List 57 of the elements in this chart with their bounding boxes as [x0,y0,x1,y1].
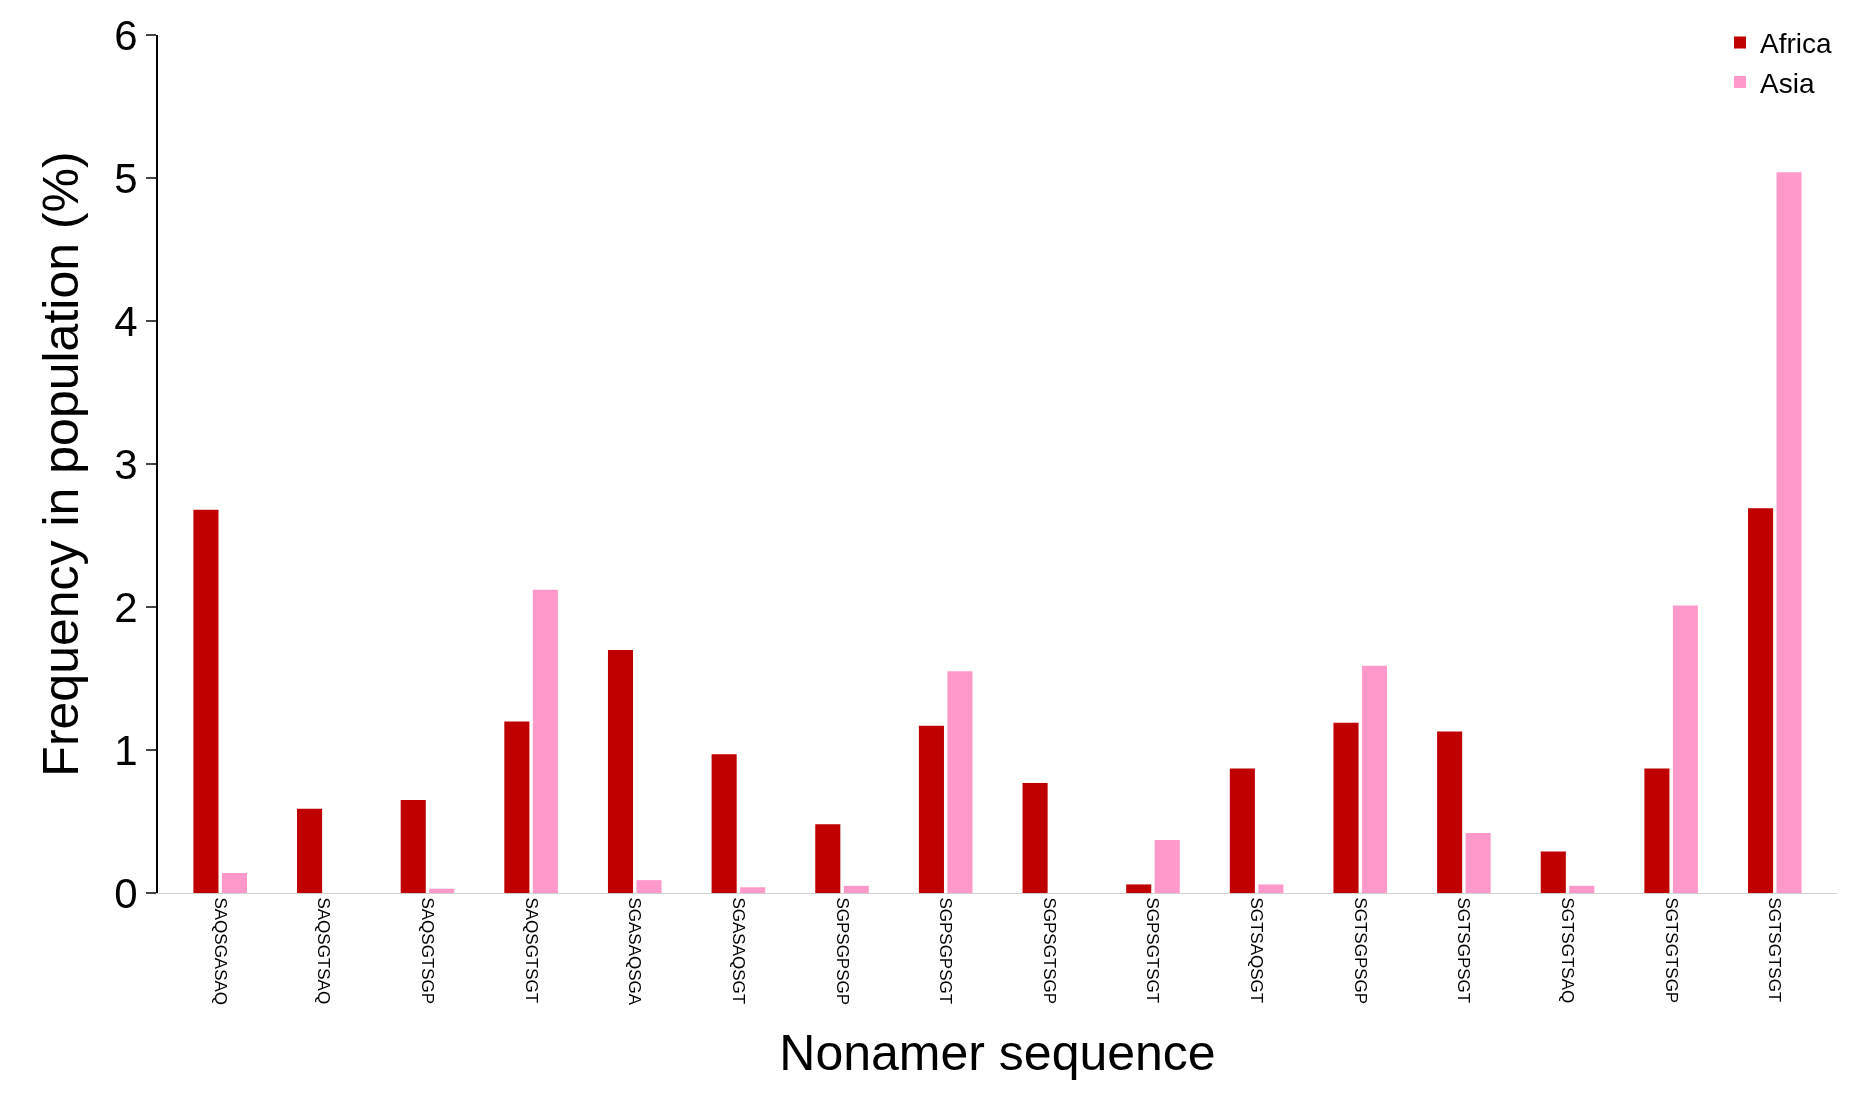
bar [711,754,737,893]
y-tick-label: 4 [114,297,138,345]
x-axis-title: Nonamer sequence [779,1025,1216,1082]
x-tick-label: SGPSGPSGT [936,897,956,1005]
x-tick-label: SAQSGASAQ [210,897,230,1006]
y-axis-title: Frequency in population (%) [32,151,89,777]
bar [1672,605,1698,893]
legend-label: Asia [1760,67,1815,99]
bar [607,649,634,893]
bar [1569,885,1595,893]
x-tick-label: SGTSGTSGP [1661,897,1681,1004]
bar [815,824,841,893]
bar [1465,832,1491,893]
bar [400,800,426,893]
bar [1748,508,1774,893]
x-tick-label: SGTSGPSGP [1350,897,1370,1005]
x-tick-label: SGTSGTSAQ [1558,897,1578,1004]
bar [297,808,323,893]
x-tick-label: SGPSGPSGP [832,897,852,1006]
x-tick-label: SGTSAQSGT [1247,897,1267,1004]
legend-label: Africa [1760,28,1832,60]
y-tick-label: 0 [114,869,138,917]
y-tick-label: 1 [114,726,138,774]
bar [1126,884,1152,893]
bar [1258,884,1284,893]
bar [504,721,530,893]
bar [1154,840,1180,893]
y-tick-label: 3 [114,440,138,488]
x-tick-label: SGASAQSGT [728,897,748,1005]
bar [636,880,662,893]
x-tick-label: SGPSGTSGT [1143,897,1163,1004]
y-tick-label: 2 [114,583,138,631]
bar [1361,665,1388,893]
bar [193,509,219,893]
bar [532,589,558,893]
bar [1333,722,1359,893]
bar [1022,782,1048,893]
bar [740,887,766,893]
y-tick-label: 6 [114,11,138,59]
bar [947,671,973,893]
bar [429,888,455,893]
bar [843,885,869,893]
x-tick-label: SGTSGPSGT [1454,897,1474,1004]
x-tick-label: SAQSGTSAQ [314,897,334,1005]
x-tick-label: SAQSGTSGT [521,897,541,1004]
bar [221,872,247,893]
bar [1229,768,1255,893]
bar [1644,768,1670,893]
bar [1776,172,1802,893]
x-tick-label: SGASAQSGA [625,897,645,1006]
bar [1437,731,1463,893]
bar [918,725,944,893]
bar [1540,851,1566,893]
x-tick-label: SAQSGTSGP [417,897,437,1005]
x-tick-label: SGTSGTSGT [1765,897,1785,1003]
y-tick-label: 5 [114,154,138,202]
x-tick-label: SGPSGTSGP [1039,897,1059,1005]
